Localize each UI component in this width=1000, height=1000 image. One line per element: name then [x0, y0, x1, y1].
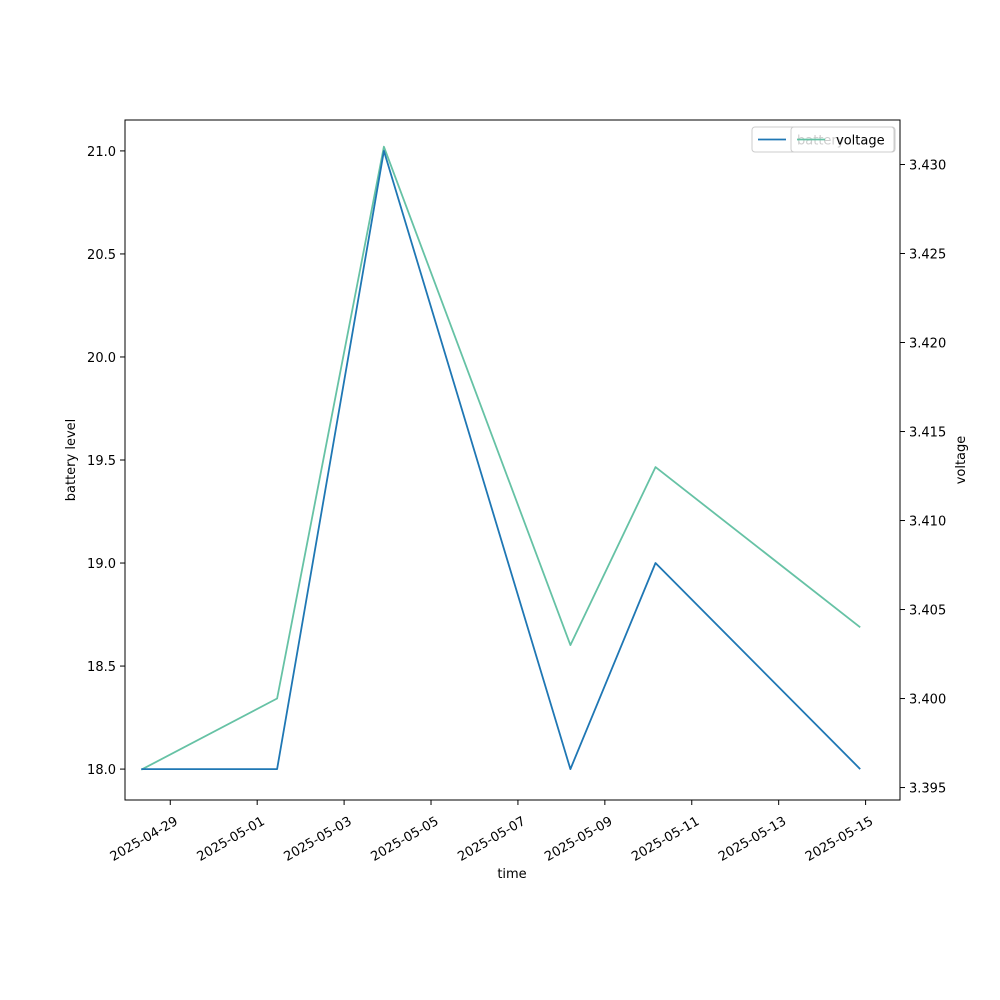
right-y-axis-label: voltage: [954, 436, 969, 485]
left-y-tick-label: 18.5: [87, 660, 116, 675]
x-axis-label: time: [497, 867, 526, 882]
right-y-tick-label: 3.395: [909, 782, 946, 797]
left-y-tick-label: 19.5: [87, 454, 116, 469]
left-y-tick-label: 20.0: [87, 351, 116, 366]
right-y-tick-label: 3.420: [909, 337, 946, 352]
legend-layer: batteryvoltage: [751, 126, 896, 153]
right-y-tick-label: 3.415: [909, 426, 946, 441]
left-y-tick-label: 21.0: [87, 145, 116, 160]
legend-voltage: voltage: [790, 126, 895, 153]
series-line-battery: [141, 149, 861, 770]
left-y-tick-label: 20.5: [87, 248, 116, 263]
right-y-tick-label: 3.425: [909, 248, 946, 263]
series-line-voltage: [140, 145, 861, 771]
left-y-tick-label: 19.0: [87, 557, 116, 572]
right-y-axis-ticks: 3.395 3.400 3.405 3.410 3.415 3.420 3.425 3.430: [900, 159, 946, 797]
right-y-tick-label: 3.400: [909, 693, 946, 708]
left-y-axis-ticks: 18.0 18.5 19.0 19.5 20.0 20.5 21.0: [87, 145, 125, 778]
legend-label-voltage: voltage: [836, 134, 885, 149]
series-layer: [140, 145, 861, 771]
left-y-tick-label: 18.0: [87, 763, 116, 778]
right-y-tick-label: 3.430: [909, 159, 946, 174]
right-y-tick-label: 3.410: [909, 515, 946, 530]
legend-box: [790, 126, 895, 153]
left-y-axis-label: battery level: [64, 419, 79, 502]
right-y-tick-label: 3.405: [909, 604, 946, 619]
